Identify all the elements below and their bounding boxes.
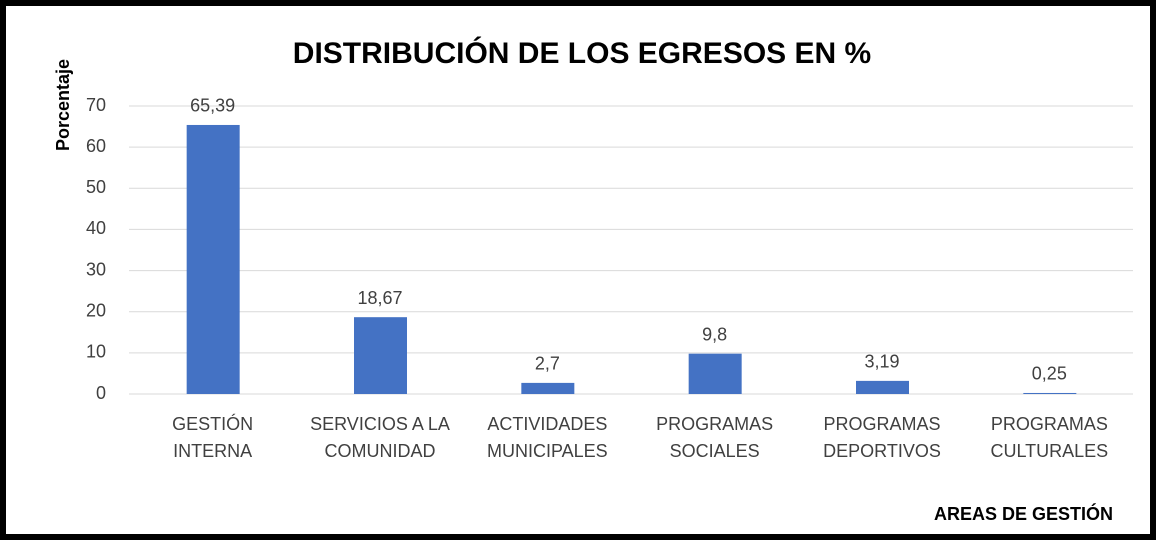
data-label: 3,19	[864, 352, 899, 372]
x-tick-label: PROGRAMAS	[823, 414, 940, 434]
x-tick-label: SOCIALES	[670, 441, 760, 461]
data-label: 9,8	[702, 324, 727, 344]
data-label: 2,7	[535, 354, 560, 374]
x-axis-label: AREAS DE GESTIÓN	[934, 503, 1113, 524]
chart-title: DISTRIBUCIÓN DE LOS EGRESOS EN %	[293, 36, 871, 70]
y-tick-label: 60	[86, 136, 106, 156]
x-tick-label: MUNICIPALES	[487, 441, 608, 461]
x-tick-label: ACTIVIDADES	[487, 414, 607, 434]
bar	[1023, 392, 1077, 394]
x-tick-label: GESTIÓN	[172, 413, 253, 434]
x-tick-label: INTERNA	[173, 441, 252, 461]
x-tick-label: CULTURALES	[990, 441, 1108, 461]
y-tick-label: 10	[86, 342, 106, 362]
x-tick-label: DEPORTIVOS	[823, 441, 941, 461]
x-tick-label: PROGRAMAS	[656, 414, 773, 434]
y-tick-label: 70	[86, 95, 106, 115]
data-label: 65,39	[190, 96, 235, 116]
bar	[354, 317, 407, 394]
y-axis-label: Porcentaje	[53, 59, 73, 151]
y-tick-label: 50	[86, 177, 106, 197]
data-label: 18,67	[357, 288, 402, 308]
y-tick-label: 0	[96, 383, 106, 403]
bar	[688, 353, 742, 394]
x-tick-label: PROGRAMAS	[991, 414, 1108, 434]
bar	[521, 382, 575, 394]
bar	[856, 380, 909, 394]
x-tick-label: SERVICIOS A LA	[310, 414, 450, 434]
y-tick-label: 20	[86, 300, 106, 320]
x-tick-label: COMUNIDAD	[325, 441, 436, 461]
bar	[186, 124, 240, 394]
y-tick-label: 40	[86, 218, 106, 238]
y-tick-label: 30	[86, 259, 106, 279]
data-label: 0,25	[1032, 364, 1067, 384]
